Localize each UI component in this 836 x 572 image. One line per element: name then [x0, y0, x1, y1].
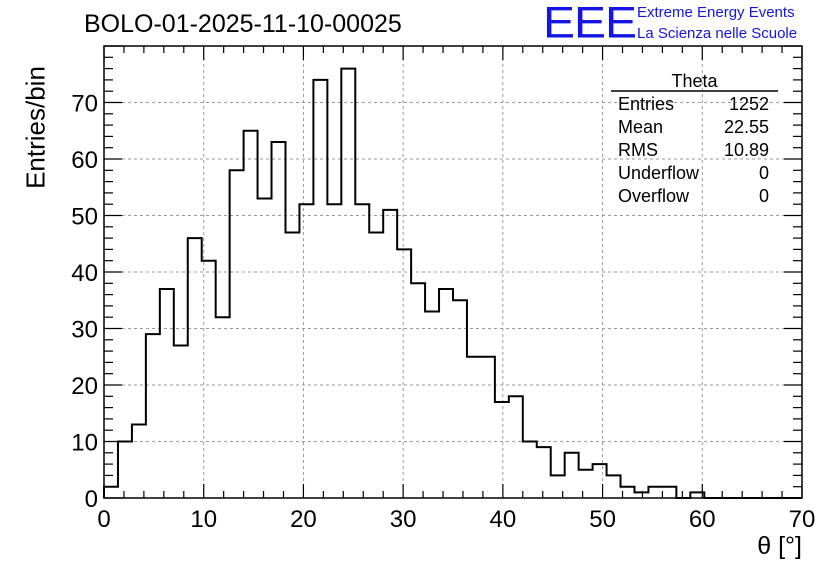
stats-label: Overflow — [618, 186, 690, 206]
histogram-bin — [411, 283, 425, 498]
histogram-bin — [244, 131, 258, 498]
x-tick-label: 40 — [490, 506, 517, 533]
histogram-bin — [509, 396, 523, 498]
histogram-bin — [565, 453, 579, 498]
histogram-bin — [104, 487, 118, 498]
histogram-bin — [146, 334, 160, 498]
logo-caption-1: Extreme Energy Events — [637, 4, 795, 21]
histogram-bin — [662, 487, 676, 498]
histogram-bin — [285, 232, 299, 498]
x-tick-label: 0 — [97, 506, 110, 533]
stats-value: 1252 — [729, 94, 769, 114]
x-tick-label: 20 — [290, 506, 317, 533]
y-tick-label: 0 — [85, 486, 98, 513]
stats-value: 0 — [759, 186, 769, 206]
histogram-bin — [439, 289, 453, 498]
histogram-bin — [537, 447, 551, 498]
y-tick-label: 20 — [71, 373, 98, 400]
stats-value: 22.55 — [724, 117, 769, 137]
y-tick-label: 10 — [71, 430, 98, 457]
histogram-bin — [327, 204, 341, 498]
tick-labels: 0 10 20 30 40 50 60 70 0 10 20 30 40 50 60 70 — [71, 91, 815, 534]
stats-label: RMS — [618, 140, 658, 160]
histogram-bin — [607, 475, 621, 498]
histogram-bin — [523, 442, 537, 499]
histogram-bin — [230, 170, 244, 498]
histogram-bin — [299, 204, 313, 498]
eee-logo-icon: EEE — [543, 0, 637, 48]
histogram-bin — [132, 425, 146, 498]
histogram-bin — [495, 402, 509, 498]
y-tick-label: 70 — [71, 91, 98, 118]
stats-box: Theta Entries 1252 Mean 22.55 RMS 10.89 Underfl… — [611, 71, 778, 206]
histogram-bin — [202, 261, 216, 498]
stats-label: Mean — [618, 117, 663, 137]
histogram-bins — [104, 69, 704, 498]
x-tick-label: 50 — [589, 506, 616, 533]
histogram-bin — [313, 80, 327, 498]
histogram-bin — [425, 312, 439, 498]
stats-name: Theta — [671, 71, 718, 91]
y-tick-label: 60 — [71, 147, 98, 174]
histogram-bin — [369, 232, 383, 498]
stats-value: 10.89 — [724, 140, 769, 160]
histogram-bin — [174, 345, 188, 498]
grid — [104, 46, 802, 498]
histogram-bin — [383, 210, 397, 498]
histogram-bin — [160, 289, 174, 498]
histogram-bin — [216, 317, 230, 498]
x-tick-label: 30 — [390, 506, 417, 533]
histogram-bin — [481, 357, 495, 498]
y-tick-label: 40 — [71, 260, 98, 287]
x-tick-label: 70 — [789, 506, 816, 533]
chart-title: BOLO-01-2025-11-10-00025 — [84, 10, 402, 38]
logo-caption-2: La Scienza nelle Scuole — [637, 25, 798, 42]
histogram-bin — [355, 204, 369, 498]
x-axis-label: θ [°] — [757, 532, 802, 560]
axis-ticks — [103, 45, 803, 499]
histogram-bin — [648, 487, 662, 498]
histogram-bin — [593, 464, 607, 498]
x-tick-label: 60 — [689, 506, 716, 533]
histogram-bin — [258, 199, 272, 498]
histogram-bin — [397, 249, 411, 498]
histogram-bin — [118, 442, 132, 499]
histogram-bin — [467, 357, 481, 498]
stats-label: Underflow — [618, 163, 700, 183]
y-tick-label: 50 — [71, 204, 98, 231]
histogram-outline — [103, 67, 802, 499]
stats-label: Entries — [618, 94, 674, 114]
x-tick-label: 10 — [190, 506, 217, 533]
histogram-bin — [272, 142, 286, 498]
histogram-bin — [453, 300, 467, 498]
y-tick-label: 30 — [71, 317, 98, 344]
stats-value: 0 — [759, 163, 769, 183]
histogram-bin — [341, 69, 355, 498]
histogram-bin — [188, 238, 202, 498]
histogram-bin — [579, 470, 593, 498]
